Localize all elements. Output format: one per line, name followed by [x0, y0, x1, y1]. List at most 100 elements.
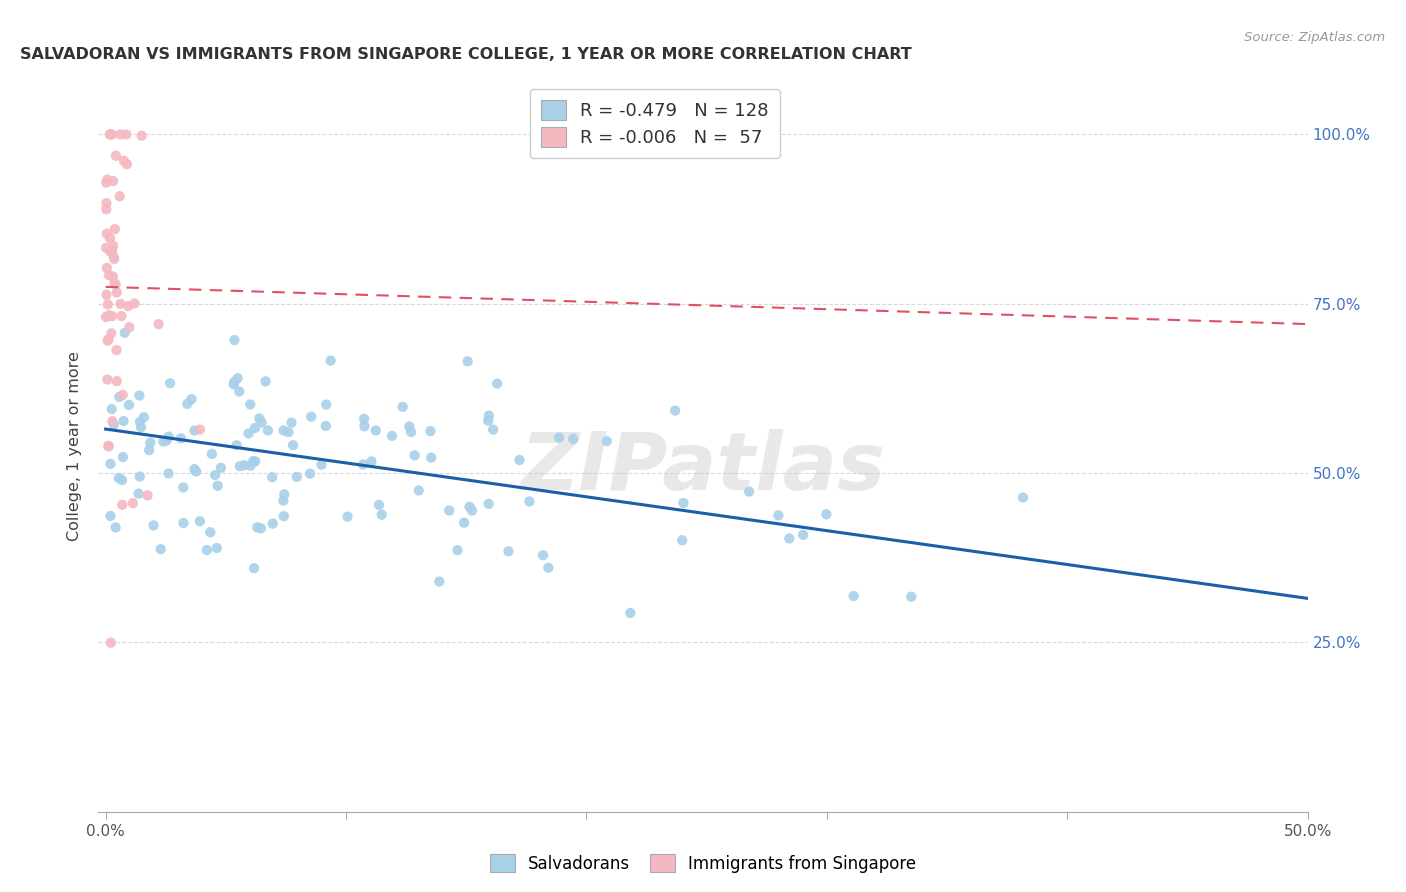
Point: [671, 533, 693, 548]
Point: [619, 606, 641, 620]
Point: [246, 520, 269, 534]
Point: [115, 128, 138, 142]
Point: [200, 525, 222, 540]
Point: [111, 498, 134, 512]
Point: [100, 636, 122, 650]
Point: [101, 269, 124, 284]
Point: [243, 421, 266, 435]
Point: [118, 320, 141, 334]
Point: [360, 454, 382, 468]
Point: [112, 414, 135, 428]
Text: ZIPatlas: ZIPatlas: [520, 429, 886, 507]
Point: [105, 374, 128, 388]
Point: [172, 480, 194, 494]
Point: [250, 521, 273, 535]
Point: [105, 343, 128, 357]
Point: [381, 429, 404, 443]
Point: [108, 390, 131, 404]
Point: [111, 388, 134, 402]
Point: [103, 252, 125, 266]
Point: [201, 447, 224, 461]
Point: [115, 157, 138, 171]
Point: [195, 543, 218, 558]
Point: [96, 196, 118, 211]
Point: [96, 202, 118, 217]
Point: [243, 454, 266, 468]
Point: [94, 241, 117, 255]
Point: [311, 458, 333, 472]
Point: [96, 227, 118, 241]
Point: [478, 409, 501, 423]
Point: [768, 508, 790, 523]
Point: [207, 479, 229, 493]
Point: [103, 417, 125, 432]
Point: [128, 469, 150, 483]
Point: [280, 416, 302, 430]
Point: [188, 423, 211, 437]
Point: [186, 465, 208, 479]
Y-axis label: College, 1 year or more: College, 1 year or more: [67, 351, 83, 541]
Point: [128, 486, 150, 500]
Point: [183, 424, 205, 438]
Point: [315, 419, 337, 434]
Point: [238, 426, 260, 441]
Point: [224, 375, 246, 389]
Point: [97, 268, 120, 282]
Point: [243, 561, 266, 575]
Point: [1012, 491, 1035, 505]
Point: [97, 439, 120, 453]
Point: [239, 458, 262, 473]
Point: [398, 419, 420, 434]
Point: [209, 460, 232, 475]
Point: [131, 128, 153, 143]
Legend: Salvadorans, Immigrants from Singapore: Salvadorans, Immigrants from Singapore: [482, 847, 924, 880]
Point: [157, 429, 180, 443]
Point: [97, 297, 120, 311]
Point: [842, 589, 865, 603]
Point: [477, 414, 499, 428]
Point: [98, 128, 121, 142]
Point: [110, 309, 132, 323]
Point: [353, 412, 375, 426]
Point: [112, 153, 135, 168]
Point: [98, 308, 121, 322]
Point: [273, 509, 295, 524]
Point: [815, 508, 838, 522]
Point: [371, 508, 394, 522]
Point: [148, 317, 170, 331]
Point: [104, 222, 127, 236]
Point: [152, 434, 174, 449]
Point: [273, 487, 295, 501]
Point: [239, 397, 262, 411]
Point: [664, 403, 686, 417]
Text: Source: ZipAtlas.com: Source: ZipAtlas.com: [1244, 31, 1385, 45]
Point: [298, 467, 321, 481]
Point: [101, 414, 124, 428]
Point: [172, 516, 194, 530]
Point: [408, 483, 430, 498]
Point: [315, 398, 337, 412]
Point: [94, 310, 117, 324]
Point: [104, 276, 127, 290]
Point: [132, 410, 155, 425]
Point: [233, 458, 256, 473]
Point: [672, 496, 695, 510]
Point: [437, 503, 460, 517]
Point: [519, 494, 541, 508]
Point: [114, 326, 136, 340]
Point: [96, 176, 118, 190]
Point: [159, 376, 181, 391]
Point: [273, 424, 295, 438]
Point: [226, 371, 249, 385]
Point: [285, 470, 308, 484]
Point: [98, 244, 121, 259]
Point: [531, 549, 554, 563]
Point: [391, 400, 413, 414]
Point: [149, 542, 172, 557]
Point: [419, 424, 441, 438]
Point: [458, 500, 481, 514]
Point: [101, 174, 124, 188]
Point: [100, 326, 122, 341]
Point: [225, 438, 247, 452]
Point: [427, 574, 450, 589]
